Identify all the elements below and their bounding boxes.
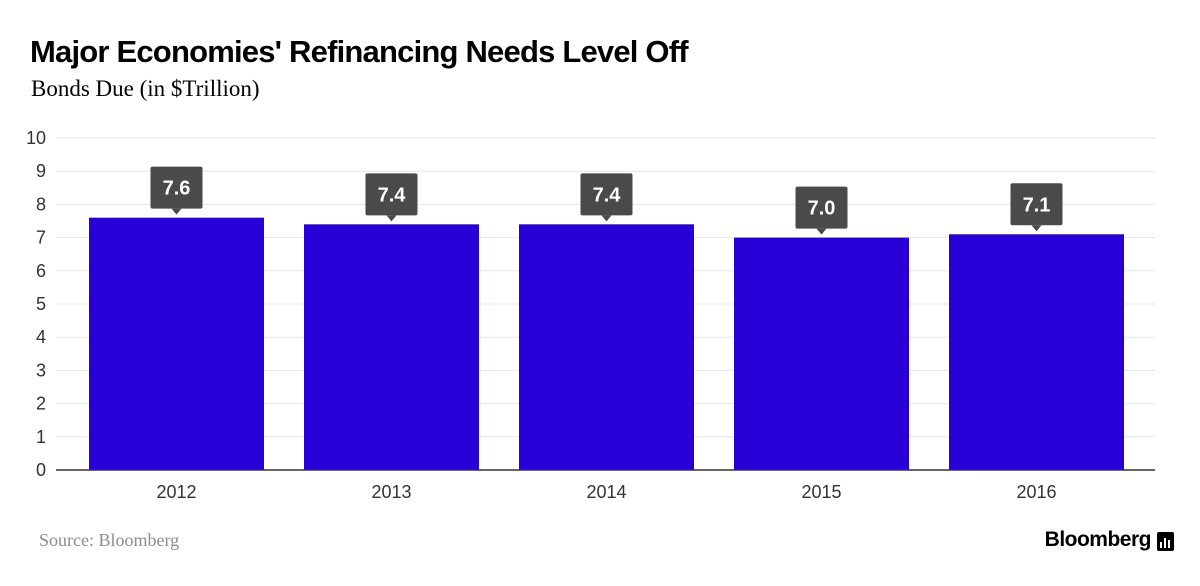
data-label-box (365, 173, 418, 216)
data-label: 7.4 (378, 184, 407, 206)
x-tick-label: 2014 (586, 482, 626, 502)
y-tick-label: 3 (36, 360, 46, 380)
y-tick-label: 8 (36, 194, 46, 214)
bar (304, 224, 479, 470)
chart-subtitle: Bonds Due (in $Trillion) (31, 76, 260, 101)
x-tick-label: 2015 (801, 482, 841, 502)
data-label-pointer (386, 215, 397, 222)
bar (949, 234, 1124, 470)
y-tick-label: 10 (26, 128, 46, 148)
data-label-pointer (816, 228, 827, 235)
x-tick-label: 2016 (1016, 482, 1056, 502)
data-label-box (150, 166, 203, 209)
brand-logo: Bloomberg (1045, 528, 1174, 552)
data-label-box (1010, 183, 1063, 226)
data-label: 7.4 (593, 184, 622, 206)
y-tick-label: 4 (36, 327, 46, 347)
data-label-box (795, 186, 848, 229)
y-tick-label: 1 (36, 427, 46, 447)
data-label-box (580, 173, 633, 216)
data-label: 7.6 (163, 178, 191, 200)
bar (519, 224, 694, 470)
bloomberg-terminal-icon (1157, 532, 1174, 551)
y-tick-label: 0 (36, 460, 46, 480)
data-label-pointer (601, 215, 612, 222)
data-label-pointer (1031, 225, 1042, 232)
y-tick-label: 5 (36, 294, 46, 314)
data-label-pointer (171, 208, 182, 215)
bar (89, 217, 264, 470)
data-label: 7.0 (808, 198, 836, 220)
source-note: Source: Bloomberg (39, 530, 180, 550)
x-tick-label: 2013 (371, 482, 411, 502)
y-tick-label: 2 (36, 394, 46, 414)
bar (734, 237, 909, 470)
x-tick-label: 2012 (156, 482, 196, 502)
brand-name: Bloomberg (1044, 528, 1152, 551)
y-tick-label: 6 (36, 261, 46, 281)
y-tick-label: 7 (36, 228, 46, 248)
data-label: 7.1 (1023, 194, 1051, 216)
chart-title: Major Economies' Refinancing Needs Level… (30, 34, 689, 69)
y-tick-label: 9 (36, 161, 46, 181)
